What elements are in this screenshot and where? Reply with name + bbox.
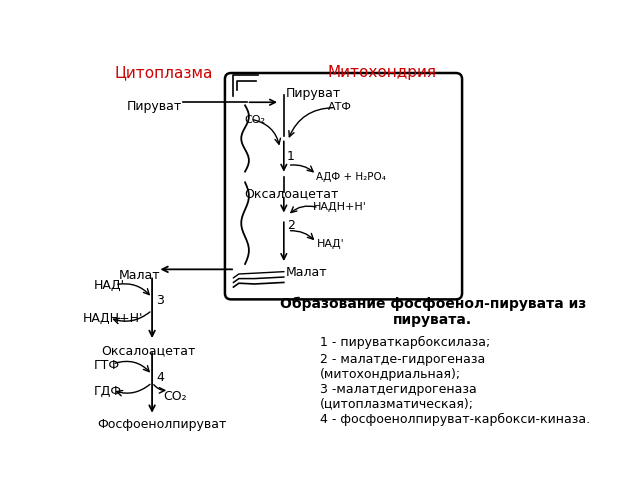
Text: 2 - малатде-гидрогеназа
(митохондриальная);: 2 - малатде-гидрогеназа (митохондриальна… <box>320 352 486 381</box>
Text: ГДФ: ГДФ <box>94 385 122 398</box>
Text: Малат: Малат <box>119 269 161 282</box>
Text: Оксалоацетат: Оксалоацетат <box>244 187 339 200</box>
Text: Митохондрия: Митохондрия <box>328 65 436 80</box>
Text: Малат: Малат <box>285 265 327 278</box>
Text: CO₂: CO₂ <box>244 115 266 125</box>
Text: 4 - фосфоенолпируват-карбокси-киназа.: 4 - фосфоенолпируват-карбокси-киназа. <box>320 413 590 426</box>
Text: 4: 4 <box>156 371 164 384</box>
Text: АТФ: АТФ <box>328 102 352 112</box>
Text: АДФ + Н₂РО₄: АДФ + Н₂РО₄ <box>316 171 387 181</box>
Text: Цитоплазма: Цитоплазма <box>115 65 213 80</box>
Text: 1: 1 <box>287 150 295 163</box>
Text: НАДН+Н': НАДН+Н' <box>83 312 143 324</box>
Text: ГТФ: ГТФ <box>94 360 120 372</box>
Text: 3 -малатдегидрогеназа
(цитоплазматическая);: 3 -малатдегидрогеназа (цитоплазматическа… <box>320 383 477 410</box>
FancyBboxPatch shape <box>225 73 462 300</box>
Text: Фосфоенолпируват: Фосфоенолпируват <box>97 418 227 431</box>
Text: Образование фосфоенол-пирувата из
пирувата.: Образование фосфоенол-пирувата из пирува… <box>280 296 586 327</box>
Text: CO₂: CO₂ <box>164 390 188 403</box>
Text: НАД': НАД' <box>316 239 344 249</box>
Text: НАД': НАД' <box>94 279 125 292</box>
Text: Пируват: Пируват <box>285 87 340 100</box>
Text: 3: 3 <box>156 294 164 307</box>
Text: Оксалоацетат: Оксалоацетат <box>102 344 196 357</box>
Text: НАДН+Н': НАДН+Н' <box>312 203 366 212</box>
Text: 2: 2 <box>287 219 295 232</box>
Text: Пируват: Пируват <box>127 100 182 113</box>
Text: 1 - пируваткарбоксилаза;: 1 - пируваткарбоксилаза; <box>320 336 490 349</box>
